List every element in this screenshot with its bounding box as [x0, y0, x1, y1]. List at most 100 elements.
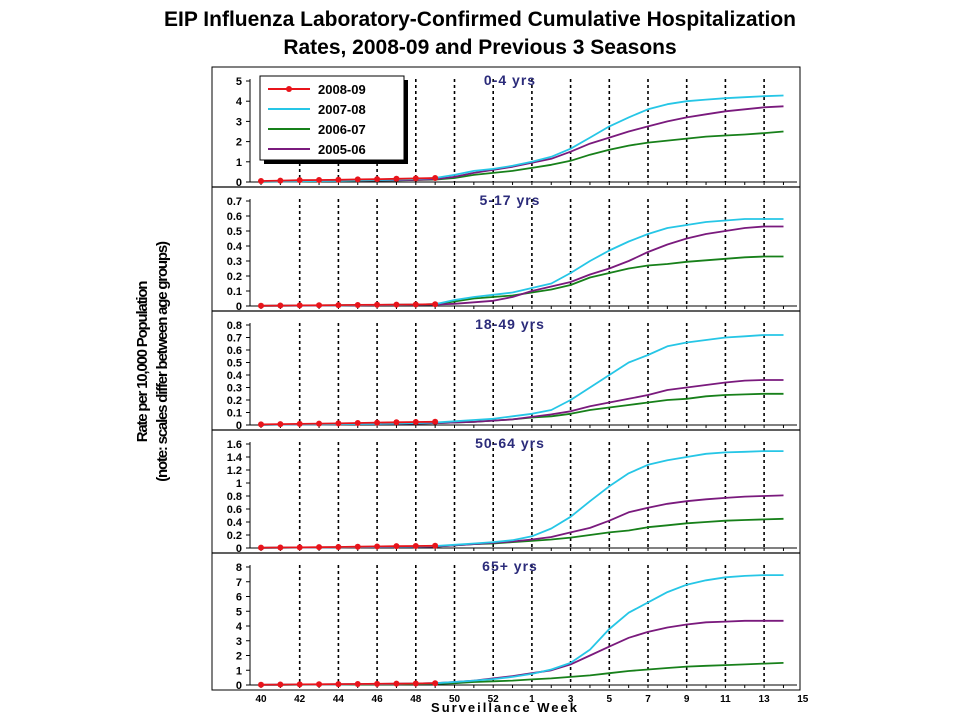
x-tick-label: 42 [294, 694, 306, 705]
x-tick-label: 9 [684, 694, 690, 705]
y-tick-label: 1 [236, 478, 242, 490]
data-point-2008-09 [354, 420, 361, 426]
series-line-2007-08 [260, 94, 784, 183]
data-point-2008-09 [354, 680, 361, 687]
data-point-2008-09 [296, 177, 303, 184]
y-axis-label: Rate per 10,000 Population (note: scales… [133, 242, 173, 482]
y-tick-label: 5 [236, 76, 242, 88]
data-point-2008-09 [393, 680, 400, 687]
data-point-2008-09 [277, 544, 284, 551]
x-tick-label: 1 [529, 694, 535, 705]
y-tick-label: 1.4 [227, 452, 243, 464]
panel-label: 50-64 yrs [475, 435, 545, 451]
y-tick-label: 0.3 [227, 256, 242, 268]
data-point-2008-09 [277, 302, 284, 309]
data-point-2008-09 [393, 175, 400, 182]
data-point-2008-09 [335, 302, 342, 309]
series-line-2008-09 [260, 420, 436, 426]
y-tick-label: 0 [236, 420, 242, 432]
y-tick-label: 0.6 [227, 211, 242, 223]
y-tick-label: 0 [236, 680, 242, 692]
series-line-2005-06 [260, 379, 784, 426]
x-tick-label: 50 [449, 694, 461, 705]
x-tick-label: 5 [607, 694, 613, 705]
data-point-2008-09 [258, 544, 264, 551]
x-tick-label: 48 [410, 694, 422, 705]
series-line-2006-07 [260, 392, 784, 426]
data-point-2008-09 [258, 177, 264, 184]
data-point-2008-09 [258, 421, 264, 428]
y-tick-label: 0.4 [227, 370, 243, 382]
y-tick-label: 6 [236, 592, 242, 604]
y-tick-label: 0 [236, 177, 242, 189]
data-point-2008-09 [258, 681, 264, 688]
y-tick-label: 7 [236, 577, 242, 589]
data-point-2008-09 [393, 419, 400, 426]
x-tick-label: 7 [645, 694, 651, 705]
y-tick-label: 1 [236, 665, 242, 677]
x-axis-label: Surveillance Week [431, 700, 579, 715]
y-tick-label: 8 [236, 562, 242, 574]
data-point-2008-09 [316, 420, 323, 427]
panel-2: 00.10.20.30.40.50.60.70.8 18-49 yrs [212, 310, 800, 432]
y-tick-label: 0.2 [227, 530, 242, 542]
data-point-2008-09 [296, 544, 303, 551]
data-point-2008-09 [374, 680, 381, 687]
y-tick-label: 2 [236, 651, 242, 663]
series-line-2007-08 [260, 334, 784, 426]
series-line-2008-09 [260, 682, 436, 686]
panel-4: 0 1 2 3 4 5 6 7 8 65+ yrs [212, 552, 800, 692]
x-tick-label: 46 [372, 694, 384, 705]
y-axis-label-line-2: (note: scales differ between age groups) [154, 242, 171, 482]
data-point-2008-09 [432, 680, 439, 687]
series-line-2006-07 [260, 517, 784, 549]
data-point-2008-09 [258, 302, 264, 309]
y-tick-label: 0.3 [227, 383, 242, 395]
data-point-2008-09 [354, 543, 361, 550]
panel-label: 5-17 yrs [480, 192, 541, 208]
data-point-2008-09 [316, 681, 323, 688]
data-point-2008-09 [316, 302, 323, 309]
data-point-2008-09 [374, 176, 381, 183]
y-tick-label: 3 [236, 116, 242, 128]
data-point-2008-09 [412, 680, 419, 687]
legend-label-2007-08: 2007-08 [318, 102, 366, 117]
y-tick-label: 0.4 [227, 517, 243, 529]
y-tick-label: 0.7 [227, 333, 242, 345]
y-tick-label: 0 [236, 543, 242, 555]
x-tick-label: 44 [333, 694, 345, 705]
y-tick-label: 3 [236, 636, 242, 648]
x-tick-label: 40 [255, 694, 267, 705]
data-point-2008-09 [335, 543, 342, 550]
y-tick-label: 0.5 [227, 358, 242, 370]
data-point-2008-09 [412, 419, 419, 425]
x-tick-label: 15 [797, 694, 809, 705]
y-tick-label: 1.2 [227, 465, 242, 477]
legend-label-2006-07: 2006-07 [318, 122, 366, 137]
y-tick-label: 0.8 [227, 491, 242, 503]
y-tick-label: 0.1 [227, 408, 242, 420]
y-tick-label: 0.6 [227, 504, 242, 516]
data-point-2008-09 [354, 176, 361, 183]
panel-label: 65+ yrs [482, 558, 538, 574]
data-point-2008-09 [432, 542, 439, 549]
data-point-2008-09 [296, 420, 303, 427]
data-point-2008-09 [354, 301, 361, 308]
y-tick-label: 0.8 [227, 320, 242, 332]
x-tick-label: 11 [720, 694, 731, 705]
data-point-2008-09 [374, 543, 381, 550]
y-tick-label: 0.7 [227, 196, 242, 208]
y-tick-label: 0 [236, 301, 242, 313]
data-point-2008-09 [412, 301, 419, 308]
data-point-2008-09 [412, 542, 419, 549]
data-point-2008-09 [393, 543, 400, 550]
series-line-2007-08 [260, 218, 784, 307]
data-point-2008-09 [412, 175, 419, 182]
y-tick-label: 4 [236, 96, 243, 108]
panel-label: 18-49 yrs [475, 316, 545, 332]
series-line-2005-06 [260, 225, 784, 307]
series-line-2006-07 [260, 255, 784, 307]
data-point-2008-09 [393, 301, 400, 308]
data-point-2008-09 [335, 176, 342, 183]
series-line-2008-09 [260, 303, 436, 307]
